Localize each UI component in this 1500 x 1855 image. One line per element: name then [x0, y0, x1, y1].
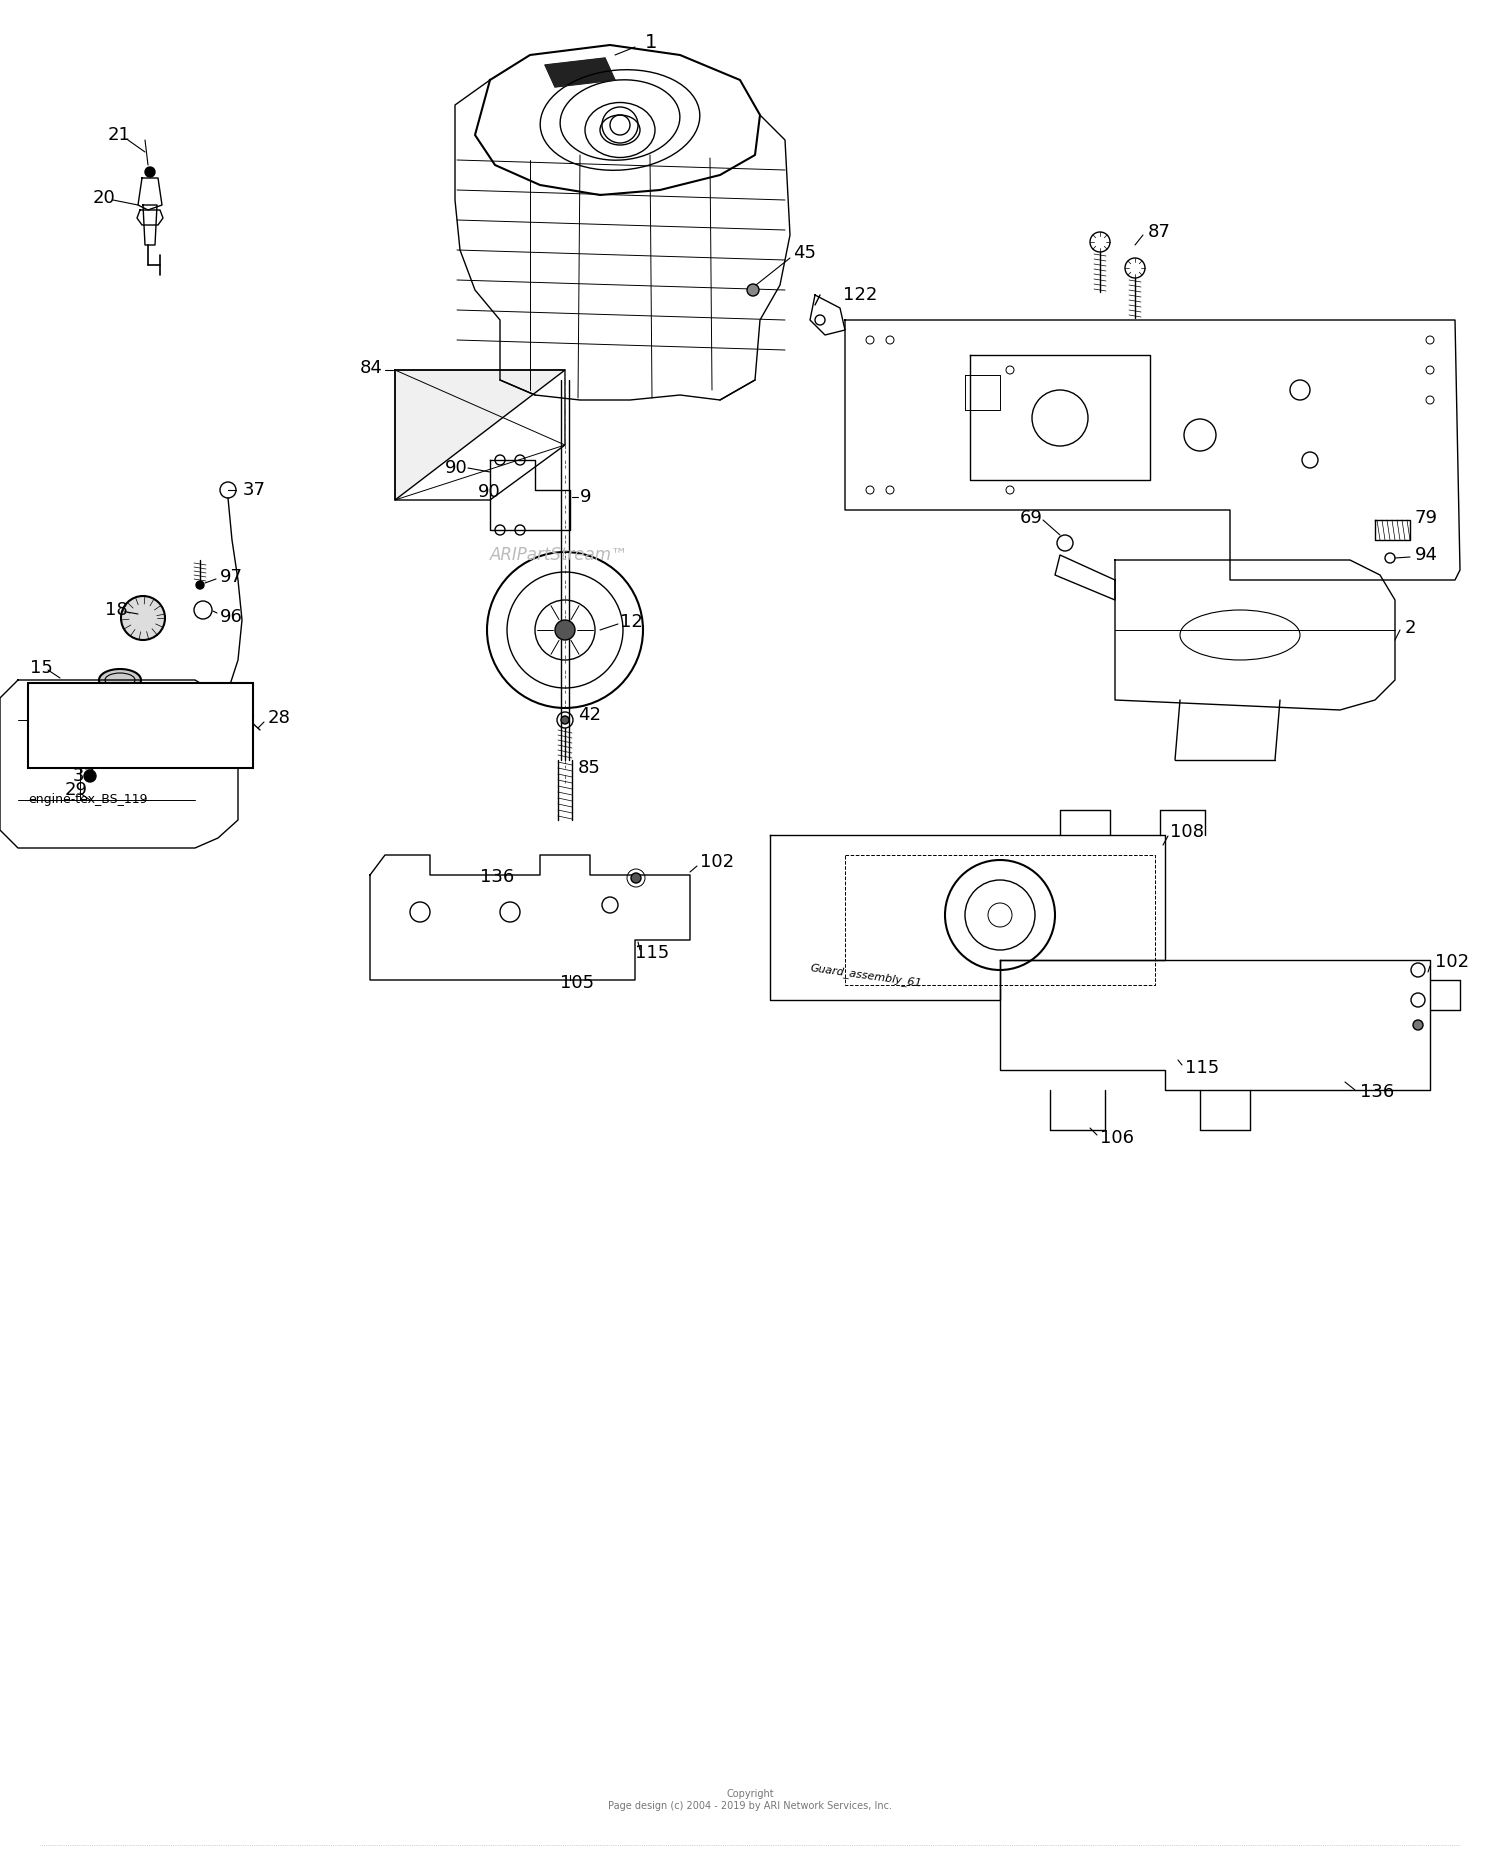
Text: Copyright
Page design (c) 2004 - 2019 by ARI Network Services, Inc.: Copyright Page design (c) 2004 - 2019 by… — [608, 1790, 892, 1810]
Text: 97: 97 — [220, 568, 243, 586]
Text: 108: 108 — [1170, 824, 1204, 840]
Text: 106: 106 — [1100, 1130, 1134, 1146]
Circle shape — [747, 284, 759, 297]
FancyBboxPatch shape — [28, 683, 254, 768]
Text: 87: 87 — [1148, 223, 1172, 241]
Text: 37: 37 — [74, 766, 96, 785]
Text: ARIPartStream™: ARIPartStream™ — [490, 545, 628, 564]
Text: 69: 69 — [1020, 508, 1042, 527]
Text: 42: 42 — [578, 707, 602, 723]
Text: Spark Arrester: Spark Arrester — [90, 735, 190, 748]
Text: 136: 136 — [1360, 1083, 1395, 1102]
Text: 20: 20 — [93, 189, 116, 208]
Text: 102: 102 — [1436, 953, 1468, 970]
Text: 29: 29 — [64, 781, 88, 800]
Circle shape — [561, 716, 568, 723]
Text: 85: 85 — [578, 759, 602, 777]
Text: 45: 45 — [794, 245, 816, 262]
Circle shape — [555, 620, 574, 640]
Text: 37: 37 — [243, 480, 266, 499]
Text: 94: 94 — [1414, 545, 1438, 564]
Circle shape — [84, 770, 96, 783]
Text: 15: 15 — [30, 659, 52, 677]
Text: 102: 102 — [700, 853, 734, 872]
Circle shape — [196, 581, 204, 590]
Text: engine-tex_BS_119: engine-tex_BS_119 — [28, 794, 147, 807]
Polygon shape — [394, 369, 566, 501]
Text: 1: 1 — [645, 33, 657, 52]
Text: 12: 12 — [620, 612, 644, 631]
Text: Guard_assembly_61: Guard_assembly_61 — [810, 961, 922, 989]
Text: 18: 18 — [105, 601, 128, 620]
Text: 115: 115 — [1185, 1059, 1219, 1078]
Text: 21: 21 — [108, 126, 130, 145]
Text: 115: 115 — [634, 944, 669, 963]
Text: 136: 136 — [480, 868, 514, 887]
Circle shape — [1413, 1020, 1424, 1030]
Circle shape — [632, 874, 640, 883]
Text: 105: 105 — [560, 974, 594, 992]
Text: 96: 96 — [220, 608, 243, 625]
Text: 9: 9 — [580, 488, 591, 506]
Circle shape — [122, 595, 165, 640]
Text: 84: 84 — [360, 360, 382, 377]
Text: 79: 79 — [1414, 508, 1438, 527]
Text: 2: 2 — [1406, 620, 1416, 636]
Text: 28: 28 — [268, 709, 291, 727]
Ellipse shape — [99, 670, 141, 692]
Text: 90: 90 — [478, 482, 501, 501]
Circle shape — [146, 167, 154, 176]
Polygon shape — [544, 58, 615, 87]
Text: 122: 122 — [843, 286, 878, 304]
Text: OPTIONAL EQUIPMENT: OPTIONAL EQUIPMENT — [53, 696, 230, 710]
Text: 90: 90 — [446, 458, 468, 477]
